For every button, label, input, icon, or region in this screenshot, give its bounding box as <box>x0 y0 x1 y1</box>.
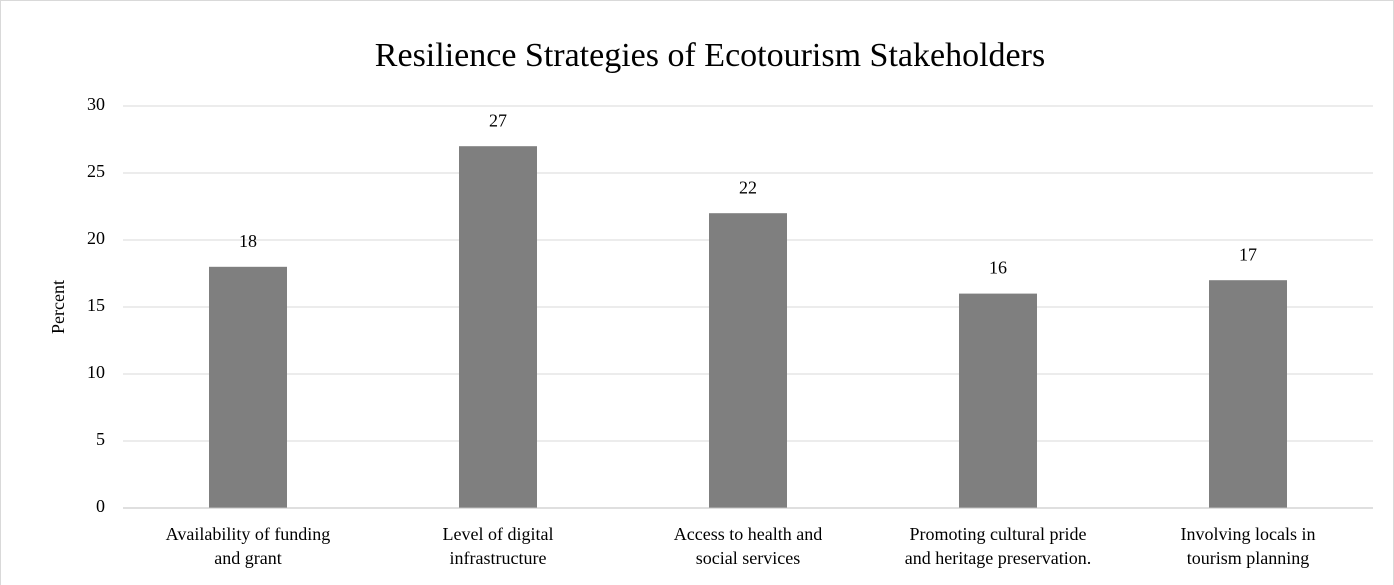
bar <box>209 266 287 508</box>
bar <box>959 293 1037 508</box>
data-label: 18 <box>239 231 257 251</box>
data-label: 16 <box>989 258 1007 278</box>
y-tick-label: 30 <box>87 94 105 114</box>
data-label: 27 <box>489 110 507 130</box>
y-tick-label: 10 <box>87 362 105 382</box>
x-tick-label: Availability of funding and grant <box>165 524 331 568</box>
data-label: 22 <box>739 177 757 197</box>
y-tick-label: 20 <box>87 228 105 248</box>
y-tick-label: 5 <box>96 429 105 449</box>
chart-title: Resilience Strategies of Ecotourism Stak… <box>375 37 1045 74</box>
bar <box>1209 280 1287 508</box>
y-axis-label: Percent <box>48 280 68 334</box>
bar <box>709 213 787 508</box>
bar <box>459 146 537 508</box>
x-tick-label: Promoting cultural pride and heritage pr… <box>904 524 1092 568</box>
x-tick-label: Access to health and social services <box>673 524 823 568</box>
x-tick-label: Level of digital infrastructure <box>442 524 554 568</box>
data-label: 17 <box>1239 244 1257 264</box>
y-tick-label: 15 <box>87 295 105 315</box>
x-tick-label: Involving locals in tourism planning <box>1180 524 1316 568</box>
y-tick-label: 25 <box>87 161 105 181</box>
y-tick-label: 0 <box>96 496 105 516</box>
